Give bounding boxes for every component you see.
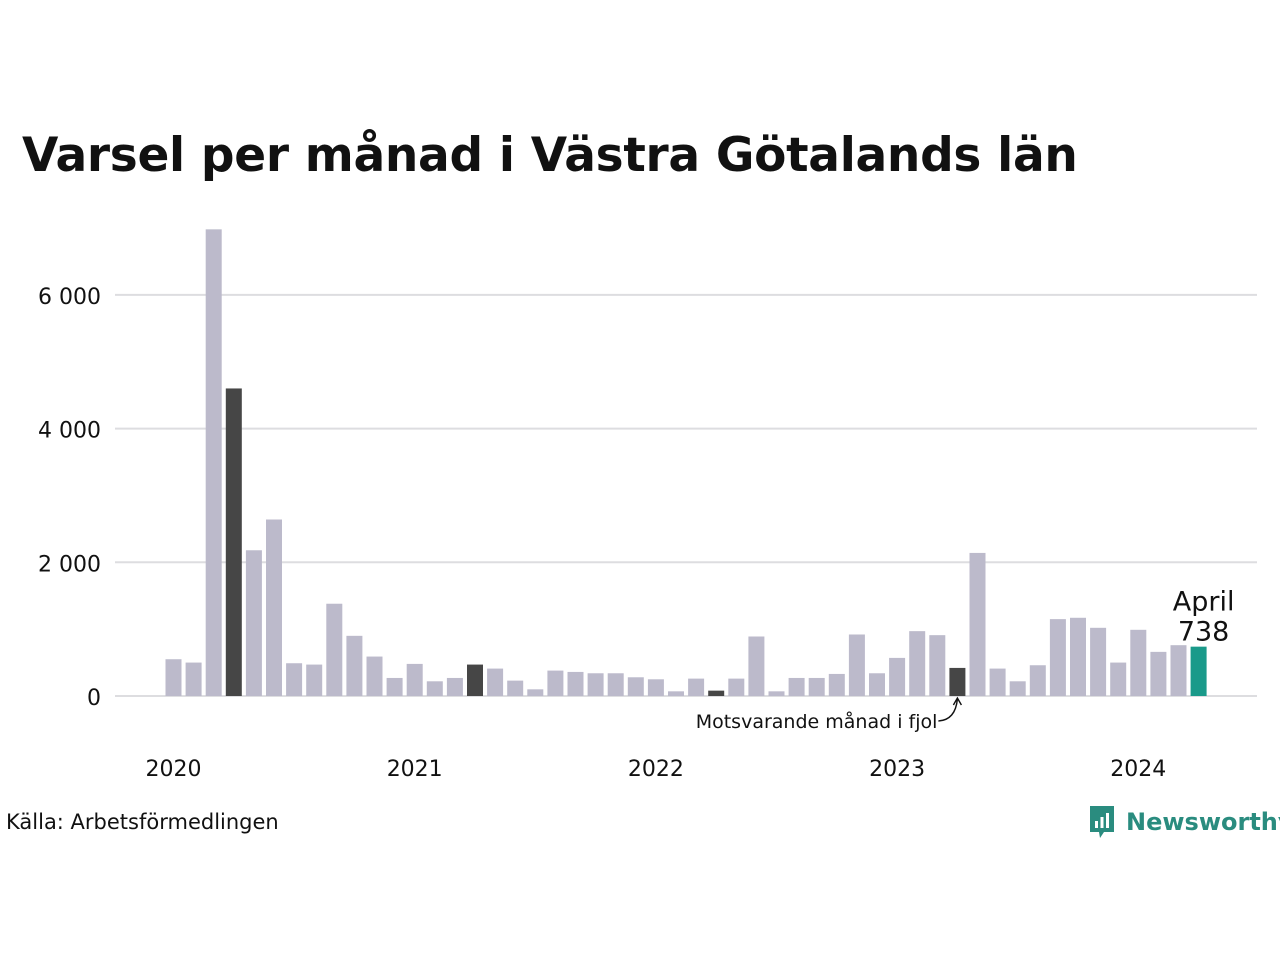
bar-2021-07 <box>527 689 544 696</box>
bar-2020-08 <box>306 664 323 696</box>
y-tick-label: 6 000 <box>38 285 101 310</box>
bar-2021-06 <box>507 680 524 696</box>
y-tick-label: 2 000 <box>38 552 101 577</box>
bar-2024-03 <box>1170 645 1187 696</box>
bar-2022-02 <box>668 691 684 696</box>
x-tick-label: 2021 <box>387 757 443 782</box>
bar-2022-10 <box>828 673 845 696</box>
bar-2023-08 <box>1029 665 1046 696</box>
bar-2020-01 <box>165 659 182 696</box>
bar-2022-03 <box>688 678 705 696</box>
x-tick-label: 2022 <box>628 757 684 782</box>
newsworthy-logo-icon <box>1090 806 1114 838</box>
bar-2024-04 <box>1190 646 1207 696</box>
bar-2021-08 <box>547 670 564 696</box>
bar-2021-04 <box>467 664 483 696</box>
bar-2023-11 <box>1090 627 1107 696</box>
bar-chart: 0 2 000 4 000 6 000 2020 2021 2022 2023 2024 Ap… <box>38 229 1257 782</box>
bar-2023-05 <box>969 552 986 696</box>
source-note: Källa: Arbetsförmedlingen <box>6 810 279 834</box>
bar-2020-11 <box>366 656 383 696</box>
bar-2020-02 <box>185 662 202 696</box>
grid-lines <box>115 293 1257 697</box>
bar-2023-07 <box>1009 681 1026 696</box>
newsworthy-logo: Newsworthy <box>1088 804 1280 840</box>
bar-2021-09 <box>567 671 584 696</box>
bar-2020-05 <box>245 550 262 696</box>
bar-2022-08 <box>788 677 805 696</box>
y-tick-label: 0 <box>87 686 101 711</box>
bar-2022-04 <box>708 690 725 696</box>
bars <box>165 229 1207 696</box>
bar-2022-07 <box>768 691 785 696</box>
x-tick-label: 2020 <box>146 757 202 782</box>
y-axis-ticks: 0 2 000 4 000 6 000 <box>38 285 101 711</box>
bar-2020-12 <box>386 677 403 696</box>
bar-2024-02 <box>1150 651 1167 696</box>
bar-2022-12 <box>869 673 885 696</box>
bar-2021-05 <box>487 668 504 696</box>
chart-title: Varsel per månad i Västra Götalands län <box>22 128 1078 183</box>
bar-2020-10 <box>346 635 363 696</box>
bar-2020-09 <box>326 603 343 696</box>
bar-2021-01 <box>406 663 423 696</box>
bar-2021-02 <box>426 681 443 696</box>
last-year-annotation: Motsvarande månad i fjol <box>696 710 938 733</box>
bar-2023-12 <box>1110 662 1127 696</box>
bar-2022-09 <box>808 677 825 696</box>
bar-2023-09 <box>1049 619 1066 696</box>
bar-2024-01 <box>1130 629 1147 696</box>
bar-2020-04 <box>225 388 242 696</box>
y-tick-label: 4 000 <box>38 419 101 444</box>
bar-2023-10 <box>1070 617 1086 696</box>
annotation-arrow <box>938 696 963 722</box>
current-month-label: April <box>1173 587 1235 618</box>
x-axis-ticks: 2020 2021 2022 2023 2024 <box>146 757 1167 782</box>
bar-2021-03 <box>446 677 463 696</box>
bar-2022-11 <box>848 634 865 696</box>
brand-name: Newsworthy <box>1126 808 1280 836</box>
bar-2023-02 <box>909 631 926 696</box>
bar-2022-06 <box>748 636 765 696</box>
current-value-label: 738 <box>1178 617 1230 648</box>
annotations: April 738 Motsvarande månad i fjol <box>696 587 1235 733</box>
bar-2023-01 <box>889 657 906 696</box>
bar-2023-03 <box>929 635 946 696</box>
bar-2023-06 <box>989 668 1006 696</box>
bar-2021-11 <box>607 673 624 696</box>
bar-2022-05 <box>728 678 745 696</box>
bar-2021-10 <box>587 673 604 696</box>
bar-2020-03 <box>205 229 222 696</box>
x-tick-label: 2023 <box>869 757 925 782</box>
bar-2021-12 <box>627 677 644 696</box>
bar-2023-04 <box>949 667 966 696</box>
bar-2020-07 <box>286 663 303 696</box>
bar-2022-01 <box>647 679 664 696</box>
x-tick-label: 2024 <box>1110 757 1166 782</box>
bar-2020-06 <box>266 519 282 696</box>
